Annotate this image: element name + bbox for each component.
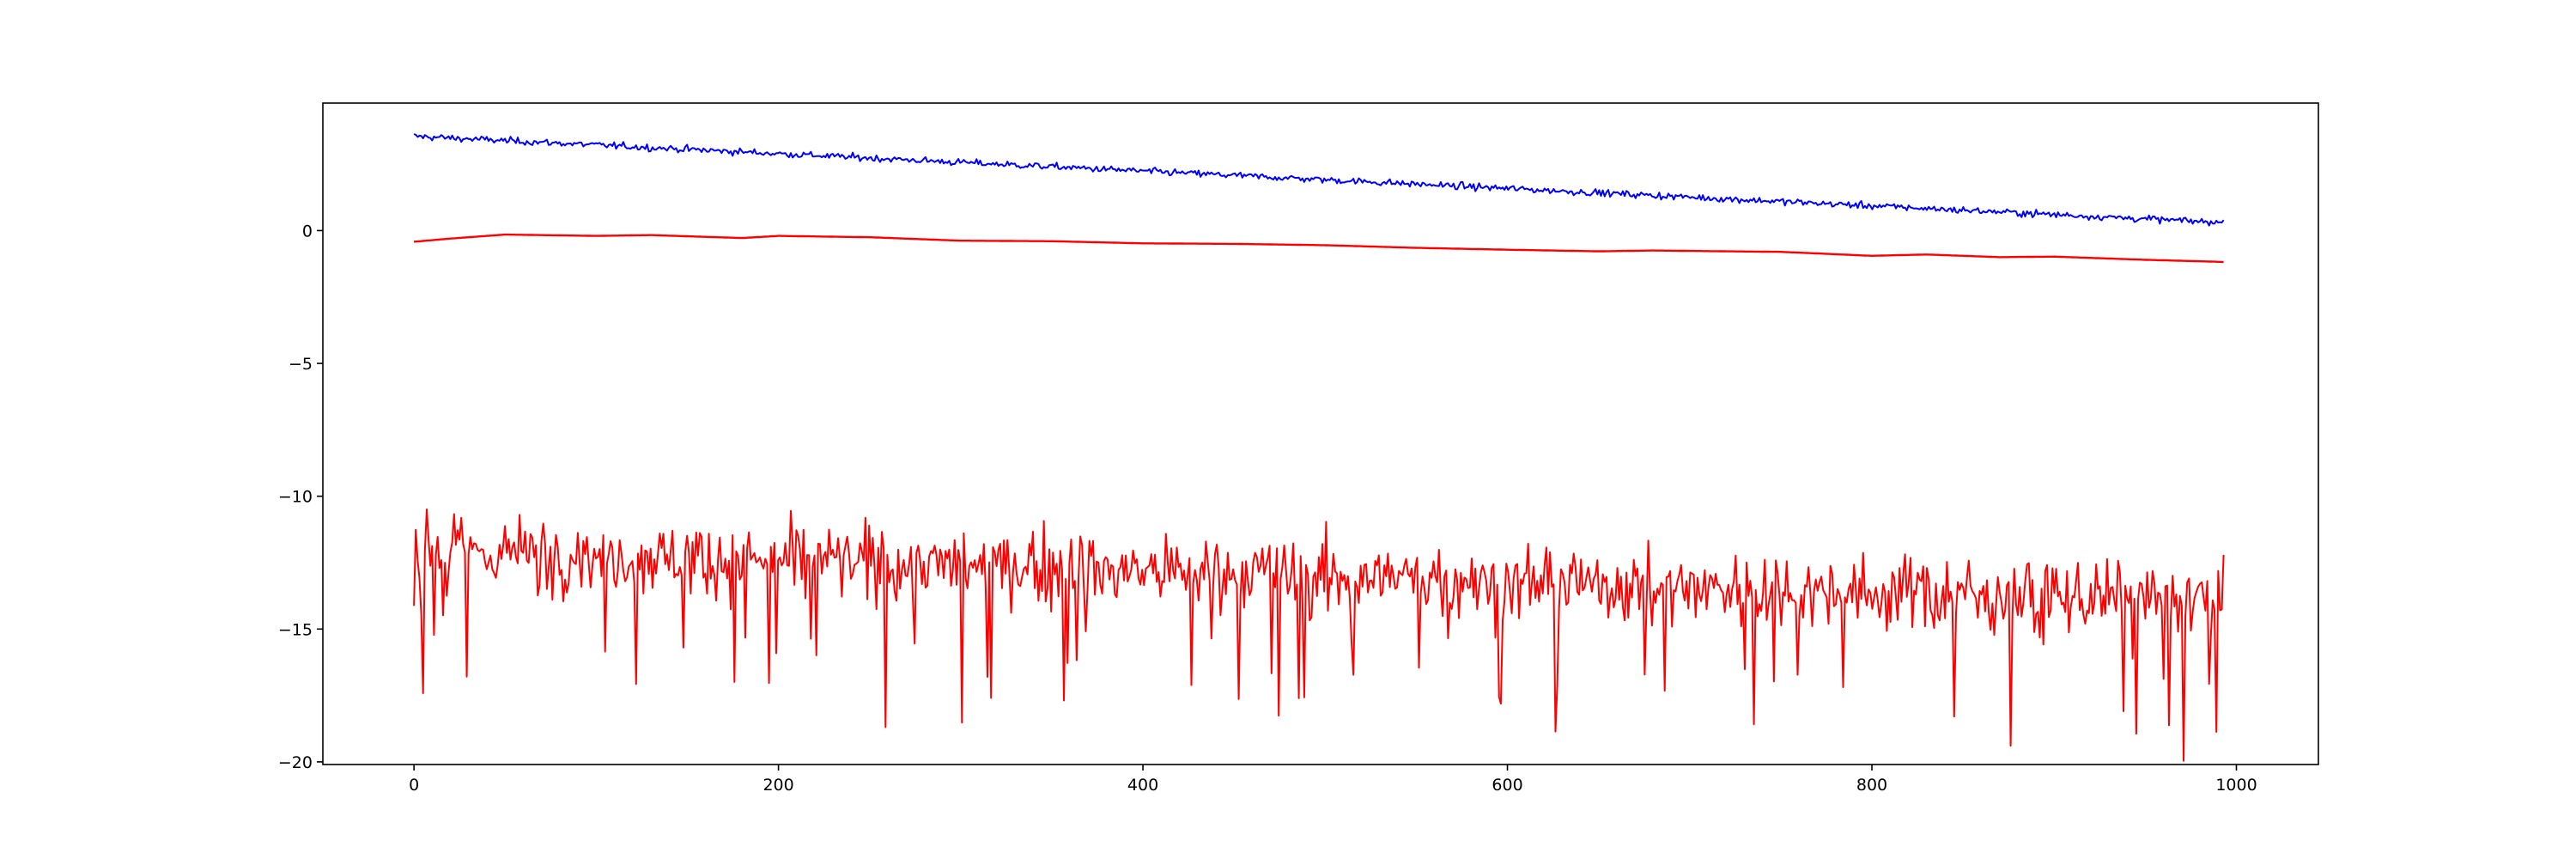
y-tick-label: −20 — [278, 753, 313, 772]
y-tick-label: −10 — [278, 488, 313, 507]
x-tick-label: 600 — [1492, 776, 1522, 795]
series-layer — [413, 133, 2225, 762]
plot-area-frame — [322, 102, 2319, 765]
y-tick-label: −15 — [278, 620, 313, 639]
series-line-3 — [413, 509, 2225, 762]
x-axis: 0 200 400 600 800 1000 — [409, 765, 2257, 795]
y-tick-label: 0 — [302, 222, 313, 241]
series-line-2 — [413, 233, 2224, 264]
x-tick-label: 800 — [1856, 776, 1887, 795]
y-axis: 0 −5 −10 −15 −20 — [278, 222, 323, 772]
x-tick-label: 400 — [1127, 776, 1158, 795]
x-tick-label: 200 — [762, 776, 793, 795]
x-tick-label: 1000 — [2215, 776, 2257, 795]
y-tick-label: −5 — [289, 355, 313, 374]
series-line-1 — [413, 133, 2225, 227]
x-tick-label: 0 — [409, 776, 419, 795]
